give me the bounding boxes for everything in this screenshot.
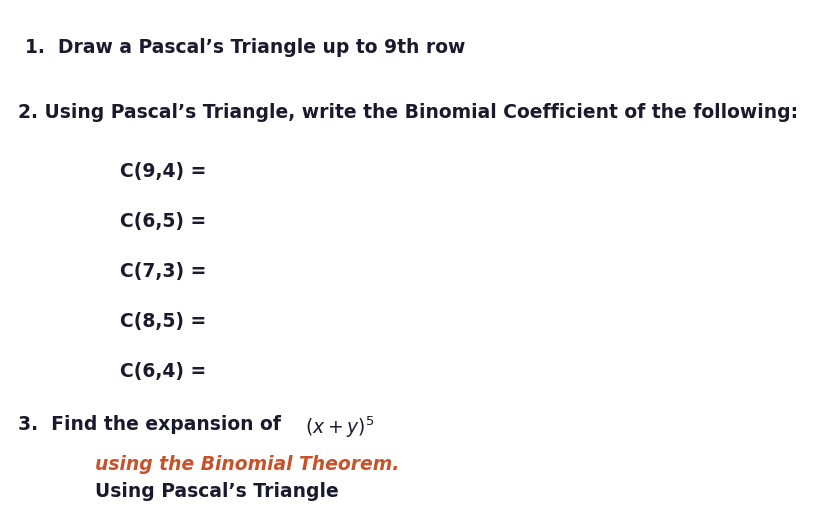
Text: $(x + y)^5$: $(x + y)^5$ <box>305 415 374 441</box>
Text: C(7,3) =: C(7,3) = <box>120 262 206 281</box>
Text: 1.  Draw a Pascal’s Triangle up to 9th row: 1. Draw a Pascal’s Triangle up to 9th ro… <box>25 38 465 57</box>
Text: C(8,5) =: C(8,5) = <box>120 312 206 331</box>
Text: Using Pascal’s Triangle: Using Pascal’s Triangle <box>95 482 339 501</box>
Text: 2. Using Pascal’s Triangle, write the Binomial Coefficient of the following:: 2. Using Pascal’s Triangle, write the Bi… <box>18 103 798 122</box>
Text: C(9,4) =: C(9,4) = <box>120 162 206 181</box>
Text: using the Binomial Theorem.: using the Binomial Theorem. <box>95 455 400 474</box>
Text: C(6,4) =: C(6,4) = <box>120 362 206 381</box>
Text: 3.  Find the expansion of: 3. Find the expansion of <box>18 415 294 434</box>
Text: C(6,5) =: C(6,5) = <box>120 212 206 231</box>
